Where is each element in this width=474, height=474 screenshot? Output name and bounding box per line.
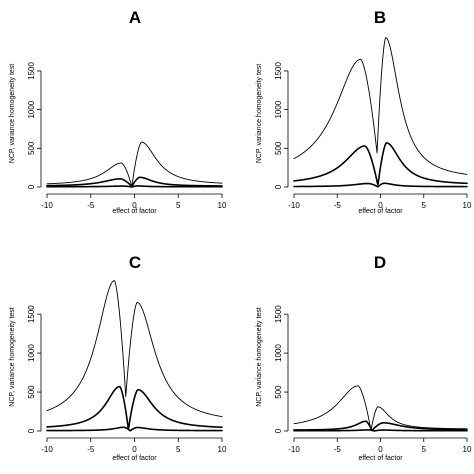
y-axis-label: NCP, variance homogeneity test — [9, 307, 16, 407]
x-tick-label: 0 — [378, 201, 383, 210]
series-line-3 — [293, 429, 468, 432]
series-line-1 — [46, 141, 223, 187]
panel-a: A -10 -5 0 5 10 0 500 1000 1500 effect of factor NC… — [9, 8, 227, 215]
x-tick-label: 5 — [176, 201, 181, 210]
y-axis-label: NCP, variance homogeneity test — [256, 307, 263, 407]
x-tick-label: 0 — [132, 445, 137, 454]
x-tick-label: 5 — [422, 201, 427, 210]
x-axis-label: effect of factor — [358, 455, 403, 462]
y-tick-label: 1000 — [27, 100, 36, 118]
x-tick-label: 10 — [463, 201, 472, 210]
x-tick-label: -5 — [87, 445, 95, 454]
series-line-1 — [293, 37, 468, 175]
panel-title: B — [374, 8, 386, 27]
x-tick-label: 10 — [218, 445, 227, 454]
x-tick-label: 5 — [422, 445, 427, 454]
panel-title: A — [129, 8, 141, 27]
panel-d: D -10 -5 0 5 10 0 500 1000 1500 effect of factor NC… — [256, 253, 472, 462]
x-tick-label: -5 — [334, 201, 342, 210]
x-tick-label: 10 — [463, 445, 472, 454]
series-line-1 — [46, 280, 223, 418]
panel-title: C — [129, 253, 141, 272]
y-tick-label: 500 — [274, 141, 283, 155]
y-tick-label: 0 — [274, 428, 283, 433]
x-tick-label: -5 — [87, 201, 95, 210]
y-tick-label: 500 — [27, 385, 36, 399]
series-line-2 — [293, 420, 468, 432]
y-tick-label: 1000 — [274, 100, 283, 118]
y-tick-label: 0 — [27, 428, 36, 433]
panel-title: D — [374, 253, 386, 272]
x-axis-label: effect of factor — [112, 208, 157, 215]
x-tick-label: -10 — [288, 445, 300, 454]
y-tick-label: 500 — [274, 385, 283, 399]
y-axis-label: NCP, variance homogeneity test — [256, 64, 263, 164]
series-line-3 — [293, 182, 468, 188]
y-tick-label: 1500 — [27, 305, 36, 323]
series-line-1 — [293, 385, 468, 431]
x-tick-label: 0 — [378, 445, 383, 454]
x-tick-label: -5 — [334, 445, 342, 454]
y-axis-label: NCP, variance homogeneity test — [9, 64, 16, 164]
y-tick-label: 1000 — [27, 344, 36, 362]
panel-c: C -10 -5 0 5 10 0 500 1000 1500 effect of factor NC… — [9, 253, 227, 462]
y-tick-label: 1500 — [274, 61, 283, 79]
x-axis-label: effect of factor — [358, 208, 403, 215]
x-axis-label: effect of factor — [112, 455, 157, 462]
y-tick-label: 1500 — [274, 305, 283, 323]
series-line-2 — [293, 142, 468, 186]
x-tick-label: 0 — [132, 201, 137, 210]
x-tick-label: 10 — [218, 201, 227, 210]
x-tick-label: -10 — [41, 445, 53, 454]
x-tick-label: -10 — [41, 201, 53, 210]
y-tick-label: 0 — [274, 184, 283, 189]
y-tick-label: 0 — [27, 184, 36, 189]
y-tick-label: 1500 — [27, 61, 36, 79]
x-tick-label: 5 — [176, 445, 181, 454]
series-line-3 — [46, 426, 223, 432]
series-line-2 — [46, 176, 223, 188]
series-line-3 — [46, 185, 223, 188]
y-tick-label: 500 — [27, 141, 36, 155]
x-tick-label: -10 — [288, 201, 300, 210]
series-line-2 — [46, 385, 223, 430]
panel-b: B -10 -5 0 5 10 0 500 1000 1500 effect of factor NC… — [256, 8, 472, 215]
y-tick-label: 1000 — [274, 344, 283, 362]
